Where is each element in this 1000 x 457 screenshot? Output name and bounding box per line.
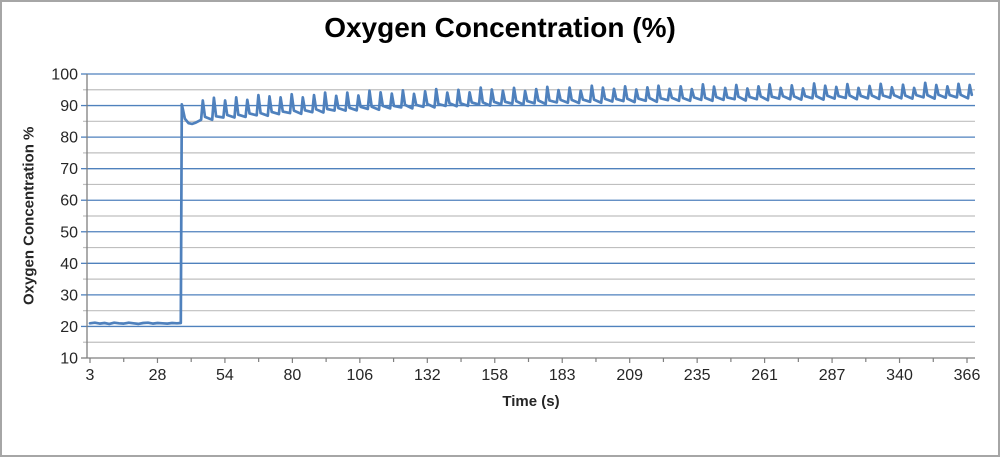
- x-tick-label: 54: [216, 367, 234, 384]
- x-tick-label: 209: [616, 367, 643, 384]
- y-tick-label: 10: [60, 351, 78, 368]
- y-tick-label: 80: [60, 130, 78, 147]
- y-tick-label: 30: [60, 287, 78, 304]
- x-tick-label: 80: [283, 367, 301, 384]
- y-tick-label: 40: [60, 256, 78, 273]
- x-tick-label: 235: [684, 367, 711, 384]
- x-tick-label: 366: [954, 367, 981, 384]
- y-tick-label: 50: [60, 224, 78, 241]
- y-tick-label: 60: [60, 193, 78, 210]
- x-tick-label: 261: [751, 367, 778, 384]
- x-tick-label: 106: [346, 367, 373, 384]
- x-tick-label: 183: [549, 367, 576, 384]
- x-tick-label: 340: [886, 367, 913, 384]
- y-tick-label: 20: [60, 319, 78, 336]
- x-tick-label: 28: [149, 367, 167, 384]
- y-tick-label: 100: [51, 67, 78, 84]
- x-tick-label: 158: [481, 367, 508, 384]
- y-tick-label: 70: [60, 161, 78, 178]
- x-tick-label: 287: [819, 367, 846, 384]
- y-tick-label: 90: [60, 98, 78, 115]
- chart-title: Oxygen Concentration (%): [324, 12, 676, 43]
- x-axis-title: Time (s): [502, 393, 560, 410]
- x-tick-label: 132: [414, 367, 441, 384]
- series-line: [88, 81, 974, 326]
- x-tick-label: 3: [86, 367, 95, 384]
